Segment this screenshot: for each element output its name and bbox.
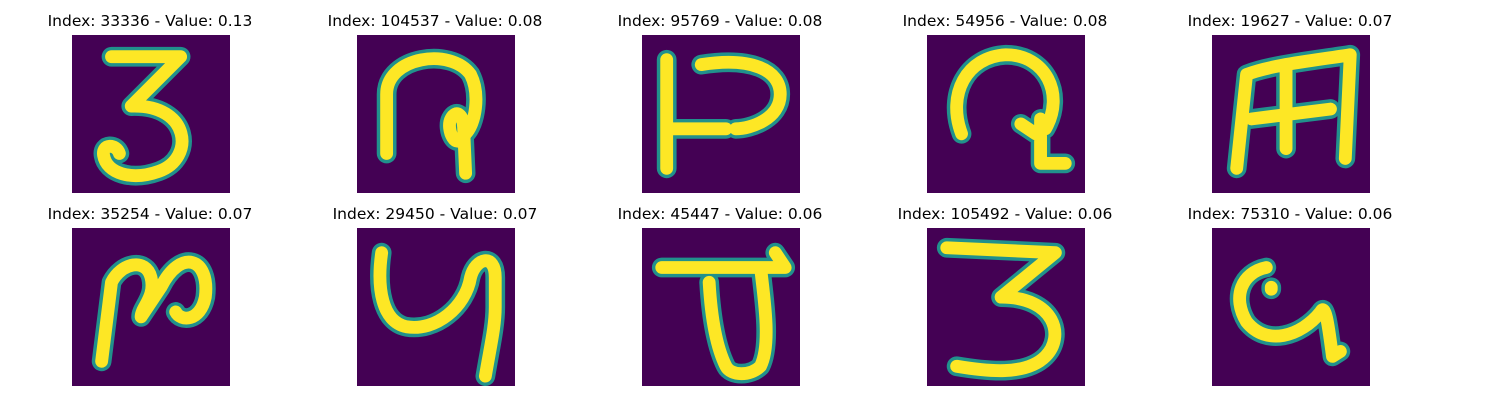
glyph-stroke bbox=[660, 53, 787, 175]
digit-glyph bbox=[93, 46, 192, 186]
glyph-stroke bbox=[655, 246, 792, 381]
image-panel: Index: 33336 - Value: 0.13 bbox=[0, 0, 300, 193]
panel-title: Index: 104537 - Value: 0.08 bbox=[327, 12, 543, 30]
digit-image bbox=[642, 228, 800, 386]
digit-image bbox=[357, 35, 515, 193]
panel-title: Index: 19627 - Value: 0.07 bbox=[1187, 12, 1393, 30]
glyph-stroke bbox=[373, 246, 502, 383]
glyph-stroke bbox=[1233, 261, 1347, 363]
digit-glyph bbox=[1226, 44, 1361, 179]
image-panel: Index: 105492 - Value: 0.06 bbox=[855, 193, 1155, 386]
digit-image bbox=[927, 228, 1085, 386]
panel-title: Index: 29450 - Value: 0.07 bbox=[332, 205, 538, 223]
glyph-stroke bbox=[380, 52, 483, 180]
panel-title: Index: 54956 - Value: 0.08 bbox=[902, 12, 1108, 30]
digit-glyph bbox=[370, 242, 506, 386]
panel-title: Index: 35254 - Value: 0.07 bbox=[47, 205, 253, 223]
digit-image bbox=[72, 228, 230, 386]
digit-image bbox=[1212, 228, 1370, 386]
image-panel: Index: 35254 - Value: 0.07 bbox=[0, 193, 300, 386]
image-panel: Index: 45447 - Value: 0.06 bbox=[570, 193, 870, 386]
digit-glyph bbox=[656, 49, 791, 179]
panel-title: Index: 95769 - Value: 0.08 bbox=[617, 12, 823, 30]
panel-title: Index: 45447 - Value: 0.06 bbox=[617, 205, 823, 223]
digit-glyph bbox=[651, 242, 796, 384]
image-panel: Index: 104537 - Value: 0.08 bbox=[285, 0, 585, 193]
glyph-stroke bbox=[950, 48, 1072, 170]
panel-title: Index: 105492 - Value: 0.06 bbox=[897, 205, 1113, 223]
image-panel: Index: 19627 - Value: 0.07 bbox=[1140, 0, 1440, 193]
digit-image bbox=[927, 35, 1085, 193]
image-panel: Index: 29450 - Value: 0.07 bbox=[285, 193, 585, 386]
digit-glyph bbox=[1229, 257, 1351, 367]
panel-title: Index: 33336 - Value: 0.13 bbox=[47, 12, 253, 30]
digit-image bbox=[72, 35, 230, 193]
digit-glyph bbox=[946, 44, 1076, 174]
glyph-stroke bbox=[940, 241, 1062, 378]
glyph-stroke bbox=[97, 50, 189, 182]
digit-image bbox=[357, 228, 515, 386]
digit-glyph bbox=[936, 237, 1066, 381]
panel-title: Index: 75310 - Value: 0.06 bbox=[1187, 205, 1393, 223]
glyph-stroke bbox=[1230, 48, 1357, 175]
image-panel: Index: 95769 - Value: 0.08 bbox=[570, 0, 870, 193]
image-panel: Index: 75310 - Value: 0.06 bbox=[1140, 193, 1440, 386]
digit-image bbox=[1212, 35, 1370, 193]
glyph-stroke bbox=[95, 255, 213, 368]
digit-image bbox=[642, 35, 800, 193]
digit-glyph bbox=[91, 252, 216, 372]
image-panel: Index: 54956 - Value: 0.08 bbox=[855, 0, 1155, 193]
digit-glyph bbox=[376, 48, 486, 184]
